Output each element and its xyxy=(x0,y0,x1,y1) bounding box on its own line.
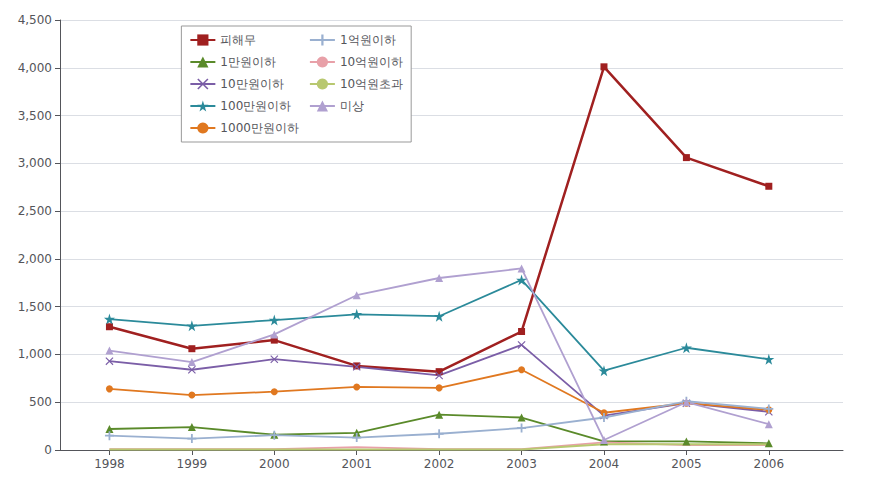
svg-text:2,500: 2,500 xyxy=(18,204,52,218)
svg-text:4,500: 4,500 xyxy=(18,13,52,27)
svg-text:2002: 2002 xyxy=(424,457,455,471)
svg-text:1999: 1999 xyxy=(177,457,208,471)
svg-text:2003: 2003 xyxy=(506,457,537,471)
svg-text:2,000: 2,000 xyxy=(18,252,52,266)
svg-text:3,500: 3,500 xyxy=(18,109,52,123)
svg-text:500: 500 xyxy=(29,395,52,409)
svg-text:피해무: 피해무 xyxy=(220,33,256,47)
svg-text:0: 0 xyxy=(44,443,52,457)
svg-text:1억원이하: 1억원이하 xyxy=(340,33,396,47)
svg-text:1,000: 1,000 xyxy=(18,347,52,361)
svg-text:4,000: 4,000 xyxy=(18,61,52,75)
svg-text:100만원이하: 100만원이하 xyxy=(220,99,291,113)
svg-text:1만원이하: 1만원이하 xyxy=(220,55,276,69)
svg-text:1998: 1998 xyxy=(94,457,125,471)
svg-text:미상: 미상 xyxy=(340,99,364,113)
svg-text:2006: 2006 xyxy=(754,457,785,471)
svg-text:2000: 2000 xyxy=(259,457,290,471)
svg-text:10만원이하: 10만원이하 xyxy=(220,77,283,91)
svg-text:10억원초과: 10억원초과 xyxy=(340,77,403,91)
svg-text:2001: 2001 xyxy=(341,457,372,471)
svg-text:2004: 2004 xyxy=(589,457,620,471)
svg-text:3,000: 3,000 xyxy=(18,156,52,170)
svg-text:2005: 2005 xyxy=(671,457,702,471)
svg-text:1,500: 1,500 xyxy=(18,300,52,314)
svg-text:1000만원이하: 1000만원이하 xyxy=(220,121,299,135)
svg-text:10억원이하: 10억원이하 xyxy=(340,55,403,69)
